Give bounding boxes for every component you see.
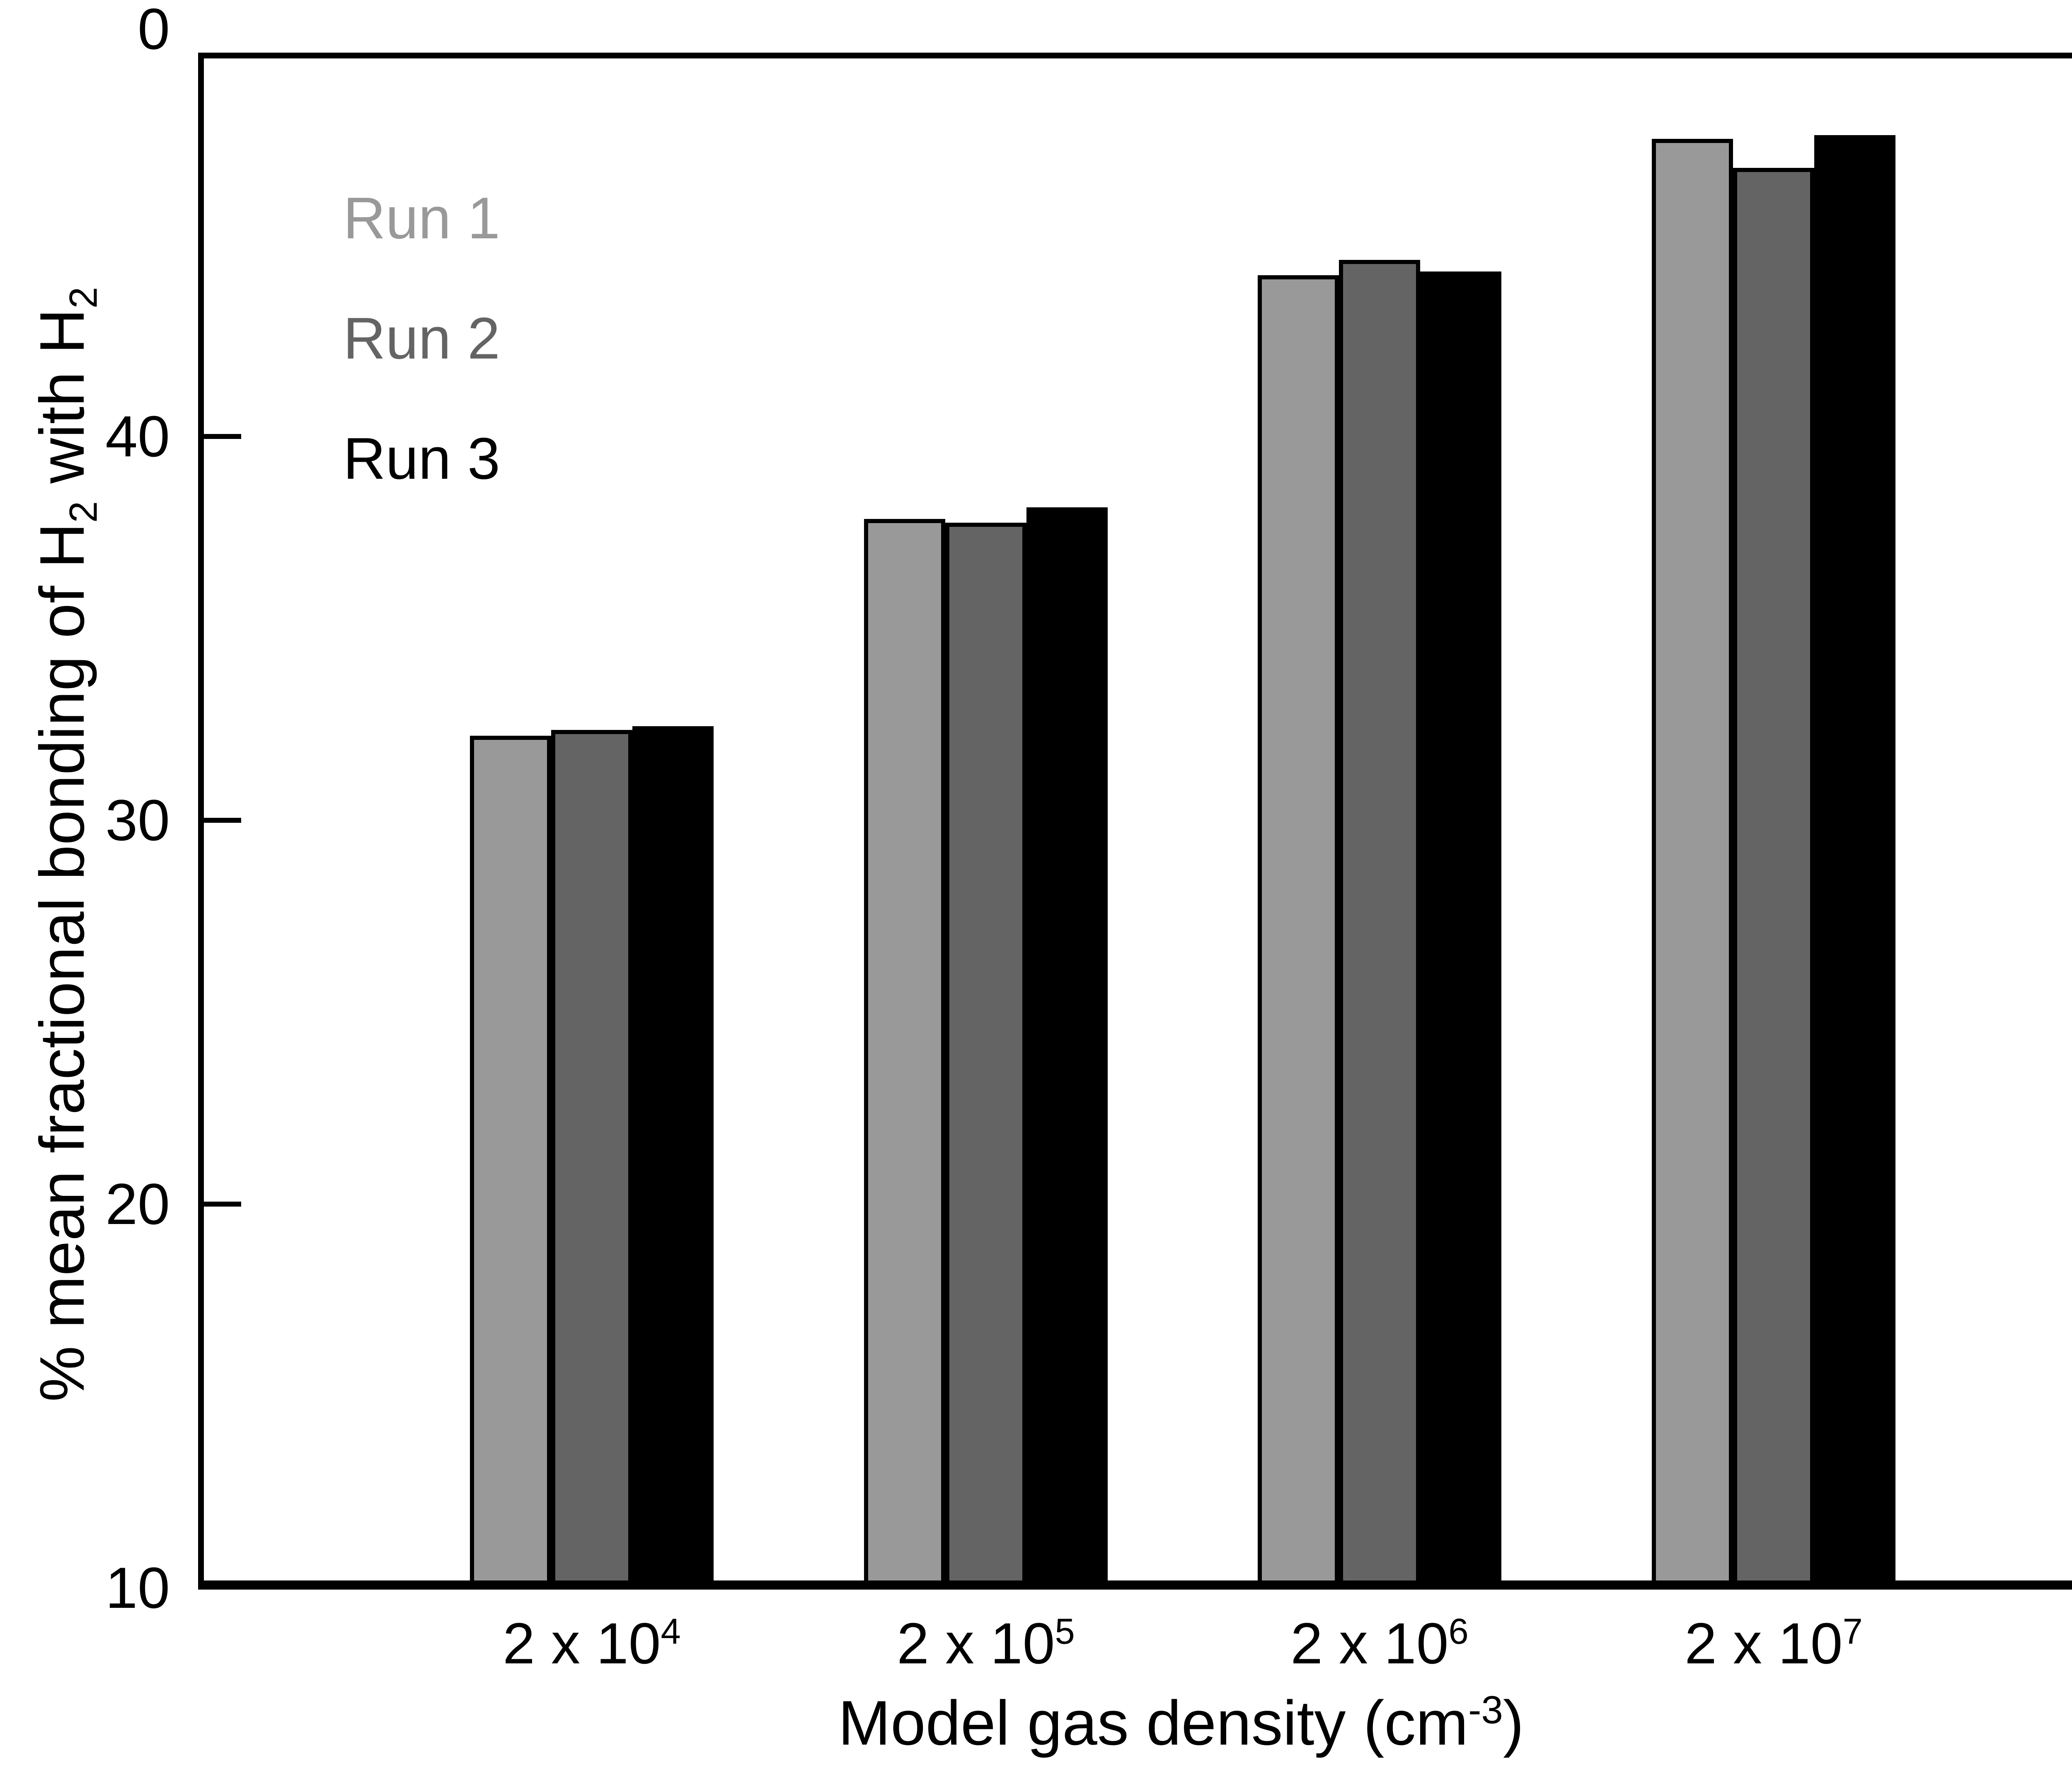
x-axis-title: Model gas density (cm-3) [838, 1688, 1524, 1758]
y-tick-mark-left-30 [204, 434, 241, 439]
plot-area: Run 1 Run 2 Run 3 [198, 53, 2072, 1590]
bar-run-2-group-1 [551, 730, 632, 1588]
legend: Run 1 Run 2 Run 3 [343, 158, 500, 519]
y-tick-label-10: 10 [105, 1555, 170, 1620]
y-tick-label-40: 40 [105, 404, 170, 469]
bar-run-2-group-4 [1733, 168, 1814, 1588]
x-tick-label-2e5: 2 x 105 [897, 1611, 1075, 1676]
y-axis-title-text: with H [27, 308, 97, 501]
legend-entry-run-3: Run 3 [343, 426, 500, 492]
x-tick-label-2e6: 2 x 106 [1290, 1611, 1469, 1676]
y-tick-label-30: 30 [105, 788, 170, 853]
bar-run-1-group-4 [1652, 139, 1733, 1588]
bar-run-2-group-3 [1339, 260, 1420, 1588]
bar-run-3-group-2 [1026, 507, 1108, 1588]
y-axis-title-text: % mean fractional bonding of H [27, 523, 97, 1402]
y-tick-label-0: 0 [138, 0, 170, 61]
bar-run-3-group-3 [1420, 271, 1501, 1588]
bar-run-2-group-2 [945, 523, 1026, 1588]
y-tick-label-20: 20 [105, 1171, 170, 1236]
bar-run-1-group-2 [864, 519, 945, 1588]
bar-run-3-group-4 [1814, 135, 1895, 1588]
x-tick-label-2e7: 2 x 107 [1685, 1611, 1863, 1676]
y-axis-title-subscript: 2 [61, 286, 105, 309]
y-tick-mark-left-10 [204, 1202, 241, 1207]
bar-run-1-group-1 [470, 736, 551, 1588]
y-tick-mark-left-20 [204, 818, 241, 823]
bar-run-1-group-3 [1258, 275, 1339, 1588]
x-tick-label-2e4: 2 x 104 [503, 1611, 681, 1676]
y-axis-title-subscript: 2 [61, 501, 105, 523]
legend-entry-run-2: Run 2 [343, 305, 500, 371]
legend-entry-run-1: Run 1 [343, 185, 500, 251]
x-axis-line [198, 1580, 2072, 1590]
